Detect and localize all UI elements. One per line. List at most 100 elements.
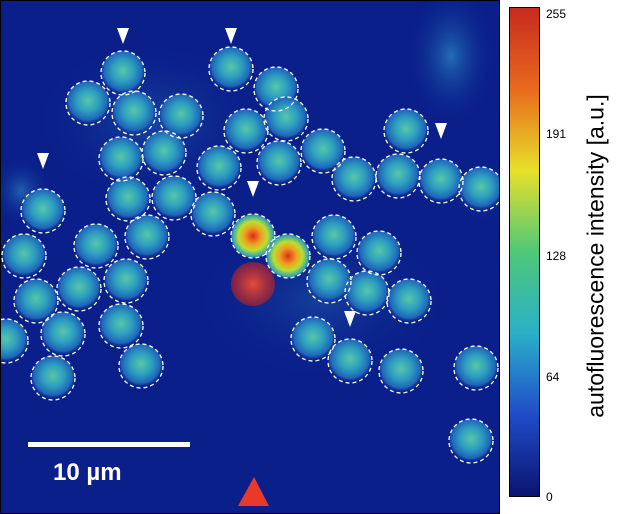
cell-outline-circle (30, 355, 76, 401)
cell (301, 129, 345, 173)
cell (14, 279, 58, 323)
cells (1, 47, 499, 463)
cell (312, 215, 356, 259)
cell-outline-circle (344, 270, 390, 316)
arrowhead-icon (435, 123, 447, 139)
scale-bar-label: 10 µm (53, 459, 122, 486)
cell-outline-circle (1, 318, 29, 364)
cell-outline-circle (118, 343, 164, 389)
cell (104, 259, 148, 303)
scale-bar (28, 442, 190, 447)
cell-outline-circle (223, 108, 269, 154)
cell (387, 279, 431, 323)
cell (291, 317, 335, 361)
cell-outline-circle (40, 311, 86, 357)
cell-outline-circle (383, 108, 429, 154)
cell-outline-circle (378, 348, 424, 394)
marker-triangle-icon (238, 477, 269, 506)
cell (379, 349, 423, 393)
cell (57, 267, 101, 311)
cell-outline-circle (300, 128, 346, 174)
cell (142, 131, 186, 175)
cell-outline-circle (13, 278, 59, 324)
cell-outline-circle (327, 338, 373, 384)
cell (152, 176, 196, 220)
cell-outline-circle (306, 258, 352, 304)
cell (41, 312, 85, 356)
hot-cell (266, 234, 310, 278)
cell (106, 177, 150, 221)
cell (119, 344, 163, 388)
cell (376, 154, 420, 198)
cell-outline-circle (100, 50, 146, 96)
cell-outline-circle (141, 130, 187, 176)
colorbar-tick-64: 64 (546, 370, 560, 384)
cell (328, 339, 372, 383)
cell-outline-circle (190, 191, 236, 237)
cell (384, 109, 428, 153)
cell (345, 271, 389, 315)
cell (31, 356, 75, 400)
cell (257, 141, 301, 185)
cell-outline-circle (265, 233, 311, 279)
cell-outline-circle (256, 140, 302, 186)
cell-outline-circle (124, 214, 170, 260)
cell (307, 259, 351, 303)
colorbar-tick-255: 255 (546, 7, 567, 21)
cell (125, 215, 169, 259)
cell (209, 47, 253, 91)
cell (21, 189, 65, 233)
cell-outline-circle (230, 213, 276, 259)
laser-target-spot (231, 262, 275, 306)
cell (419, 159, 463, 203)
cell-outline-circle (448, 418, 494, 464)
cell-outline-circle (111, 90, 157, 136)
cell-outline-circle (356, 230, 402, 276)
cell-outline-circle (98, 136, 144, 182)
cell (332, 157, 376, 201)
cell-outline-circle (151, 175, 197, 221)
colorbar-tick-0: 0 (546, 490, 553, 504)
hot-cell (231, 214, 275, 258)
cell (197, 146, 241, 190)
cell-outline-circle (98, 303, 144, 349)
cell-outline-circle (263, 96, 309, 142)
cell-outline-circle (103, 258, 149, 304)
cell (2, 234, 46, 278)
cell (1, 319, 28, 363)
cell-outline-circle (253, 66, 299, 112)
colorbar-tick-128: 128 (546, 249, 567, 263)
cell (264, 97, 308, 141)
cell (112, 91, 156, 135)
cell (99, 304, 143, 348)
arrowhead-icon (225, 28, 237, 44)
cell-outline-circle (65, 80, 111, 126)
colorbar-title: autofluorescence intensity [a.u.] (582, 94, 609, 418)
cell (449, 419, 493, 463)
cell (454, 346, 498, 390)
cell (99, 137, 143, 181)
arrowhead-icon (37, 153, 49, 169)
cell-outline-circle (73, 223, 119, 269)
cell-outline-circle (453, 345, 499, 391)
cell (191, 192, 235, 236)
cell-outline-circle (386, 278, 432, 324)
cell-outline-circle (105, 176, 151, 222)
cell-outline-circle (158, 93, 204, 139)
colorbar-tick-191: 191 (546, 127, 567, 141)
cell-outline-circle (290, 316, 336, 362)
cell-outline-circle (20, 188, 66, 234)
cell (101, 51, 145, 95)
cell (357, 231, 401, 275)
cell (74, 224, 118, 268)
colorbar (509, 7, 540, 497)
cell-outline-circle (311, 214, 357, 260)
cell-outlines (1, 46, 499, 464)
arrowheads (37, 28, 447, 327)
cell (66, 81, 110, 125)
arrowhead-icon (247, 181, 259, 197)
arrowhead-icon (117, 28, 129, 44)
cell-outline-circle (208, 46, 254, 92)
arrowhead-icon (344, 311, 356, 327)
cell (459, 167, 499, 211)
